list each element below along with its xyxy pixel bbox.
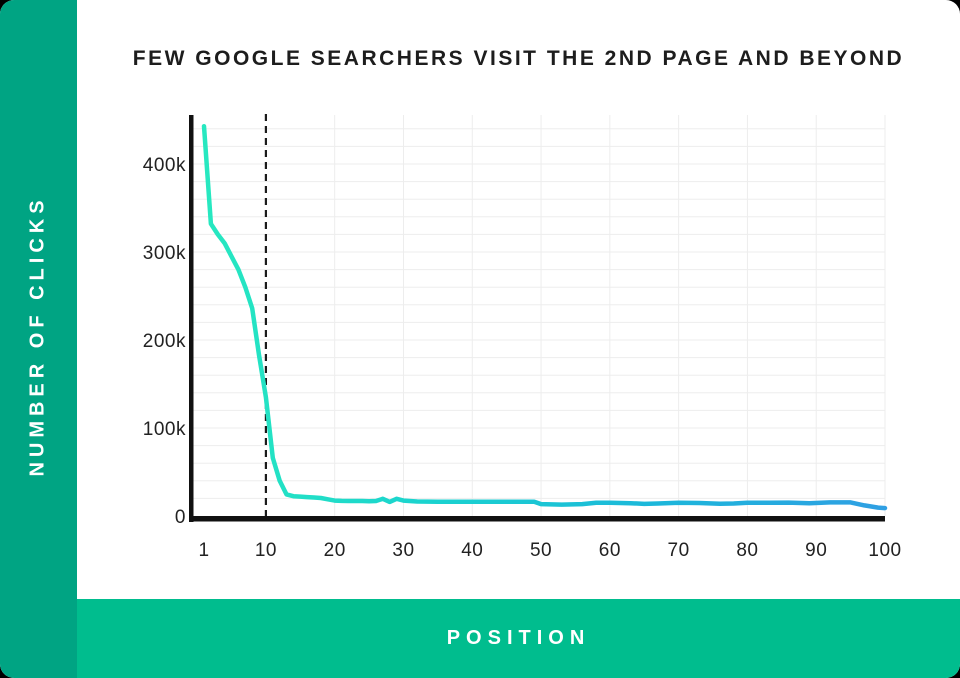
x-tick-label: 90 [805,540,827,561]
x-tick-label: 1 [198,540,209,561]
x-axis-line [189,516,885,522]
y-tick-label: 400k [143,155,186,176]
y-axis-title-bar: NUMBER OF CLICKS [0,0,77,678]
x-tick-label: 60 [599,540,621,561]
y-tick-label: 300k [143,243,186,264]
x-tick-label: 70 [668,540,690,561]
x-tick-label: 30 [392,540,414,561]
x-tick-label: 80 [736,540,758,561]
x-axis-title: POSITION [446,627,591,649]
y-axis-line [189,115,194,522]
y-axis-title: NUMBER OF CLICKS [26,195,49,477]
y-tick-label: 0 [175,507,186,528]
x-tick-label: 10 [255,540,277,561]
y-tick-label: 100k [143,419,186,440]
x-tick-label: 40 [461,540,483,561]
y-tick-label: 200k [143,331,186,352]
clicks-curve [201,123,888,511]
page-title: FEW GOOGLE SEARCHERS VISIT THE 2ND PAGE … [132,47,905,70]
x-axis-title-bar: POSITION [77,599,960,678]
x-tick-label: 50 [530,540,552,561]
x-tick-label: 100 [868,540,901,561]
x-tick-label: 20 [324,540,346,561]
